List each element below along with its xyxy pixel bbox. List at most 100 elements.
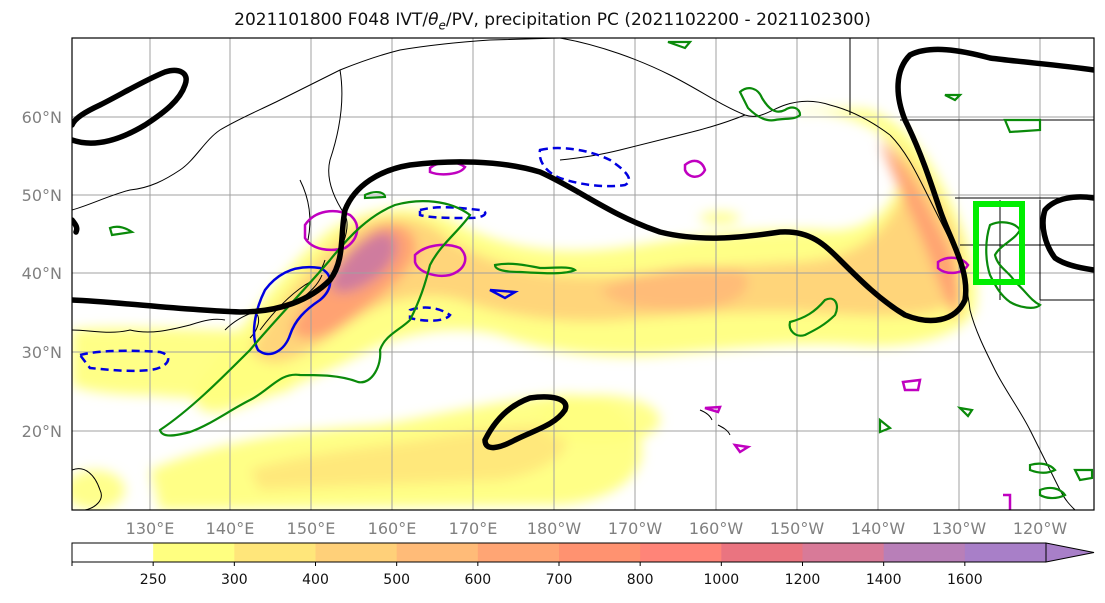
pv-contour-12 [108, 225, 135, 237]
ivt-blob-sw [72, 470, 125, 510]
theta-e-main [72, 46, 1094, 324]
colorbar-tick-label: 400 [302, 572, 329, 588]
lon-label: 150°W [770, 519, 825, 538]
blue-contour-small [489, 288, 519, 300]
pv-contour-13 [667, 40, 693, 50]
coast-aleutians [559, 114, 746, 161]
lon-label: 150°E [287, 519, 336, 538]
title-theta-sub: e [438, 18, 446, 33]
colorbar-segment [559, 543, 641, 562]
colorbar-tick-label: 1200 [785, 572, 821, 588]
pv-contour-8 [985, 221, 1042, 309]
lon-label: 140°E [206, 519, 255, 538]
magenta-contour-8 [732, 443, 752, 454]
colorbar-extend-arrow [1045, 542, 1095, 563]
coast-philippines [72, 468, 102, 510]
lon-label: 130°E [126, 519, 175, 538]
longitude-labels: 130°E 140°E 150°E 160°E 170°E 180°W 170°W 160°W… [126, 519, 1068, 538]
title-theta: θ [428, 10, 439, 30]
colorbar-tick-label: 250 [140, 572, 167, 588]
lon-label: 170°E [449, 519, 498, 538]
theta-e-ne [1040, 194, 1094, 273]
latitude-labels: 60°N 50°N 40°N 30°N 20°N [22, 108, 62, 441]
pv-contour-9 [1028, 462, 1094, 500]
colorbar-segment [640, 543, 722, 562]
blue-contour-dashed-4 [408, 306, 452, 322]
theta-e-west-edge [72, 217, 80, 235]
pv-contour-ar [158, 200, 472, 437]
colorbar-tick-label: 1000 [704, 572, 740, 588]
colorbar-tick-label: 800 [627, 572, 654, 588]
coast-kamchatka [328, 69, 348, 251]
pv-contour-7 [944, 93, 963, 102]
colorbar-segment [72, 543, 154, 562]
colorbar: 250 300 400 500 600 700 800 1000 1200 1400 1600 [71, 542, 1095, 588]
magenta-contour-1 [303, 209, 359, 252]
colorbar-segment [477, 543, 560, 562]
theta-e-nw [72, 67, 189, 146]
colorbar-segment [883, 543, 966, 562]
colorbar-segment [396, 543, 479, 562]
pv-contour-10 [878, 417, 893, 434]
blue-contour-dashed-3 [418, 206, 487, 220]
theta-e-sub [482, 394, 569, 451]
coastlines [72, 38, 1094, 510]
lon-label: 140°W [851, 519, 906, 538]
colorbar-segment [234, 543, 316, 562]
ivt-blob-aleut [700, 212, 740, 224]
pv-contour-2 [363, 191, 387, 200]
target-region-box [973, 201, 1025, 285]
lon-label: 120°W [1013, 519, 1068, 538]
pv-contour-3 [493, 262, 578, 275]
magenta-contours [303, 159, 1012, 510]
colorbar-tick-label: 500 [383, 572, 410, 588]
pv-contour-11 [956, 406, 974, 418]
colorbar-segment [721, 543, 803, 562]
blue-contour-dashed-1 [538, 146, 631, 188]
colorbar-segment [802, 543, 885, 562]
coast-hawaii [699, 409, 731, 436]
map-frame [71, 37, 1095, 511]
magenta-contour-9 [1003, 493, 1012, 510]
lon-label: 170°W [608, 519, 663, 538]
colorbar-tick-label: 700 [546, 572, 573, 588]
lat-label: 20°N [22, 422, 62, 441]
magenta-contour-4 [683, 159, 707, 178]
lon-label: 160°E [368, 519, 417, 538]
magenta-contour-7 [704, 405, 722, 414]
colorbar-tick-label: 1600 [947, 572, 983, 588]
lon-label: 180°W [527, 519, 582, 538]
magenta-contour-2 [413, 243, 467, 277]
magenta-contour-5 [936, 256, 970, 275]
coast-china [72, 318, 226, 333]
colorbar-tick-label: 600 [464, 572, 491, 588]
lat-label: 40°N [22, 264, 62, 283]
title-suffix: /PV, precipitation PC (2021102200 - 2021… [445, 10, 871, 30]
ivt-ar-core-peak [330, 232, 397, 293]
colorbar-segment [964, 543, 1047, 562]
colorbar-segment [153, 543, 235, 562]
ivt-band-south-core [250, 425, 568, 490]
ivt-coast-core [880, 140, 961, 320]
pv-contour-5 [738, 87, 802, 122]
magenta-contour-6 [901, 378, 922, 392]
colorbar-tick-label: 300 [221, 572, 248, 588]
coast-sakhalin [299, 179, 311, 241]
coast-asia [72, 38, 561, 211]
pv-contour-6 [1003, 118, 1042, 134]
theta-e-contours [72, 46, 1094, 451]
ivt-blob-hawaii [540, 395, 660, 445]
pv-contour-4 [788, 297, 839, 337]
colorbar-tick-label: 1400 [866, 572, 902, 588]
coast-na [889, 134, 1076, 510]
coast-alaska [559, 38, 891, 136]
colorbar-segment [315, 543, 398, 562]
lon-label: 130°W [932, 519, 987, 538]
lat-label: 50°N [22, 186, 62, 205]
ivt-ar-core-east [600, 266, 748, 311]
pv-contours [108, 40, 1094, 500]
lon-label: 160°W [689, 519, 744, 538]
lat-label: 30°N [22, 343, 62, 362]
